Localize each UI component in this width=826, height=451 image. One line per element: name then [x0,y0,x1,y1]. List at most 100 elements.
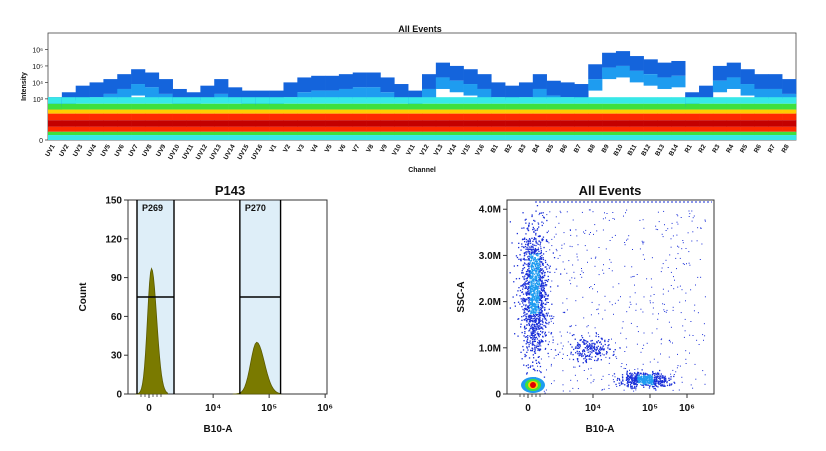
scatter-point [648,375,651,377]
scatter-point [539,271,541,273]
scatter-point [522,212,524,214]
scatter-point [529,285,531,287]
scatter-point [651,380,653,383]
spectral-band [311,75,326,91]
spectral-band [671,113,686,121]
spectral-x-tick-label: V8 [365,143,375,154]
spectral-band [422,109,437,114]
scatter-point [543,288,545,290]
scatter-point [628,235,630,237]
scatter-point [532,279,534,281]
spectral-band [560,126,575,132]
spectral-band [131,84,146,96]
scatter-point [645,378,647,380]
scatter-point [547,352,549,355]
scatter-point [525,355,527,357]
scatter-point [543,275,545,277]
scatter-point [679,285,681,287]
scatter-point [538,262,540,264]
scatter-point [598,304,600,306]
scatter-point [597,334,599,335]
scatter-point [509,307,511,309]
scatter-point [627,238,629,240]
spectral-band [380,92,395,99]
spectral-band [325,75,340,91]
scatter-point [549,211,551,213]
scatter-point [536,277,538,279]
spectral-band [602,126,617,132]
scatter-point [660,373,662,375]
scatter-point [628,379,630,382]
scatter-point [535,321,537,324]
scatter-point [539,314,541,317]
spectral-band [768,74,783,89]
scatter-point [509,272,511,274]
scatter-point [531,312,533,314]
scatter-point [662,376,664,378]
scatter-point [526,272,528,275]
scatter-point [535,278,537,281]
scatter-point [512,296,514,298]
scatter-point [539,279,541,281]
spectral-band [588,103,603,110]
scatter-point [596,347,598,349]
scatter-point [652,307,654,309]
spectral-band [228,131,243,136]
scatter-point [544,325,547,327]
scatter-point [527,269,529,271]
scatter-point [586,349,588,351]
spectral-band [449,131,464,136]
scatter-point [535,286,537,289]
spectral-band [782,120,797,127]
scatter-point [534,331,536,333]
scatter-point [513,302,516,304]
scatter-point [531,303,534,305]
scatter-point [544,317,547,320]
spectral-band [726,113,741,121]
spectral-band [740,103,755,110]
scatter-point [536,286,538,288]
spectral-band [615,120,631,127]
spectral-band [144,72,160,88]
scatter-point [537,331,539,333]
scatter-point [651,257,653,259]
scatter-point [658,313,659,315]
scatter-point [528,222,530,224]
scatter-point [695,378,697,380]
scatter-point [526,309,528,311]
scatter-point [594,359,596,362]
scatter-point [537,275,539,277]
spectral-band [657,135,672,140]
scatter-point [533,303,535,306]
scatter-point [539,263,541,265]
scatter-point [566,331,568,333]
scatter-point [616,357,618,359]
scatter-point [530,253,533,255]
scatter-point [553,357,555,359]
spectral-column-V7 [352,72,367,140]
scatter-point [670,246,672,248]
spectral-x-tick-label: V5 [324,143,334,154]
spectral-column-R3 [712,65,728,140]
scatter-point [538,259,540,260]
spectral-band [325,103,340,110]
scatter-point [527,258,530,260]
scatter-point [704,374,706,376]
scatter-point [601,389,603,391]
scatter-point [523,319,526,321]
scatter-point [525,319,527,322]
scatter-point [657,386,659,388]
scatter-point [535,253,537,256]
scatter-point [545,293,547,295]
scatter-point [581,268,582,269]
scatter-point [534,327,536,329]
scatter-point [571,277,573,279]
spectral-band [449,80,464,93]
scatter-point [526,340,528,342]
scatter-point [680,217,682,218]
scatter-point [588,209,590,211]
scatter-point [632,382,634,384]
scatter-point [525,233,527,235]
scatter-point [586,326,588,328]
scatter-point [540,296,542,298]
